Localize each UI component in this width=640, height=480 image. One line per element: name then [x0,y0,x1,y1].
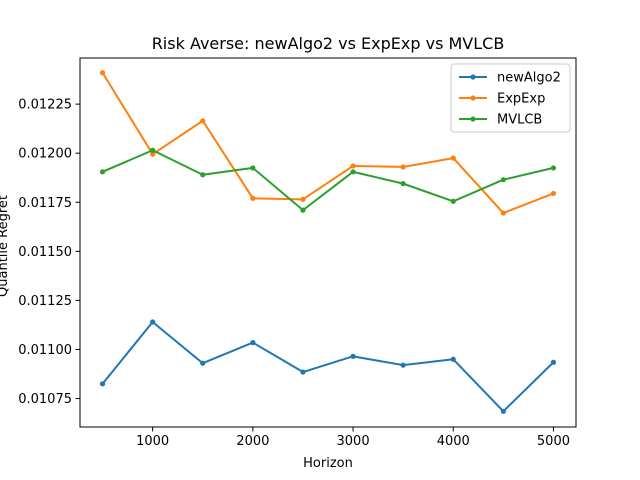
data-point-newalgo2 [200,360,206,366]
legend-marker-expexp [470,95,476,101]
legend-marker-newalgo2 [470,74,476,80]
data-point-newalgo2 [350,353,356,359]
data-point-newalgo2 [450,356,456,362]
chart-title: Risk Averse: newAlgo2 vs ExpExp vs MVLCB [152,34,505,53]
x-axis-label: Horizon [303,456,353,471]
series-line-expexp [101,72,554,215]
plot-area [79,57,577,428]
x-axis: 1000 2000 3000 4000 5000 [136,427,570,449]
legend-box [450,63,571,133]
data-point-expexp [400,164,406,170]
data-point-newalgo2 [250,340,256,346]
data-point-mvlcb [400,181,406,187]
data-point-expexp [250,195,256,201]
y-tick-label: 0.01075 [18,392,72,407]
y-axis-label: Quantile Regret [0,195,11,297]
data-point-newalgo2 [99,381,106,387]
legend-label-expexp: ExpExp [497,92,545,107]
data-point-expexp [300,196,306,202]
plot-frame [79,57,577,428]
data-point-expexp [200,118,206,124]
data-point-expexp [350,163,356,169]
data-point-expexp [550,190,557,197]
data-point-expexp [99,70,106,76]
data-point-expexp [150,151,156,157]
data-point-newalgo2 [150,319,156,325]
data-point-mvlcb [550,165,557,171]
data-point-mvlcb [350,169,356,175]
series-line-newalgo2 [101,320,555,413]
y-tick-label: 0.01125 [18,294,72,309]
legend-marker-mvlcb [470,116,476,122]
data-point-newalgo2 [400,362,406,368]
x-tick-label: 4000 [437,434,470,449]
legend: newAlgo2 ExpExp MVLCB [450,63,571,133]
series-layer [99,70,557,414]
data-point-mvlcb [450,198,456,204]
legend-label-newalgo2: newAlgo2 [497,71,561,86]
x-tick-label: 2000 [236,434,269,449]
y-tick-label: 0.01175 [18,196,72,211]
legend-label-mvlcb: MVLCB [497,113,542,128]
series-line-mvlcb [102,149,554,212]
y-tick-label: 0.01100 [18,343,72,358]
y-tick-label: 0.01225 [18,98,72,113]
data-point-mvlcb [200,172,206,178]
x-tick-label: 3000 [337,434,370,449]
y-axis: 0.01075 0.01100 0.01125 0.01150 0.01175 0.012… [18,98,80,407]
x-tick-label: 5000 [537,434,570,449]
data-point-mvlcb [99,169,106,175]
y-tick-label: 0.01150 [18,245,72,260]
x-tick-label: 1000 [136,434,169,449]
data-point-expexp [450,155,456,161]
data-point-mvlcb [250,165,256,171]
y-tick-label: 0.01200 [18,147,72,162]
data-point-mvlcb [300,207,306,213]
data-point-newalgo2 [300,369,306,375]
data-point-newalgo2 [550,359,557,365]
data-point-mvlcb [500,177,506,183]
data-point-mvlcb [150,147,156,153]
data-point-expexp [500,210,506,216]
data-point-newalgo2 [500,408,506,414]
